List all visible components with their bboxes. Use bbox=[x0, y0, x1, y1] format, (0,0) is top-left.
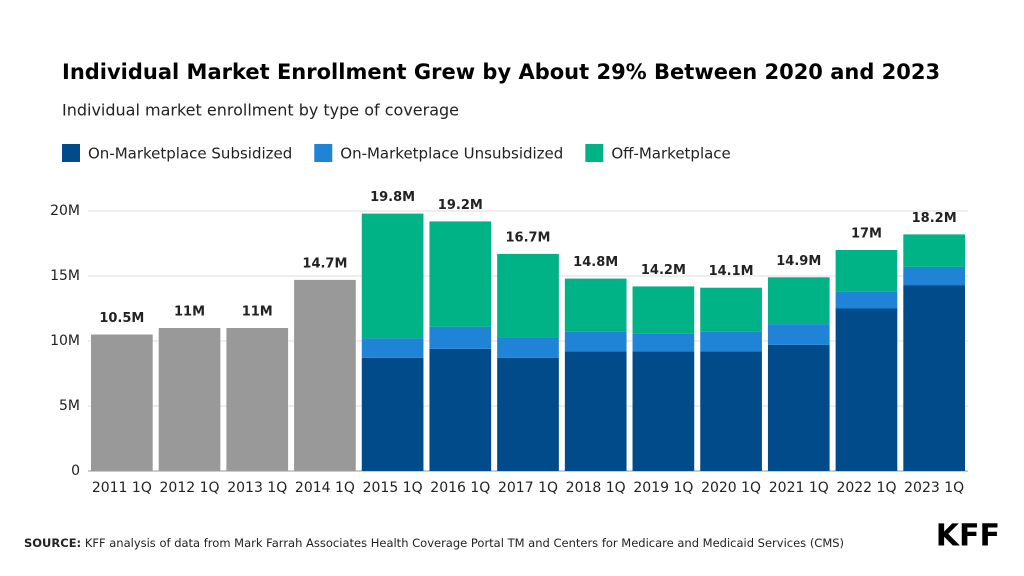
bar-segment bbox=[564, 351, 627, 471]
bar-segment bbox=[361, 357, 424, 471]
bar-segment bbox=[497, 253, 559, 338]
legend-swatch bbox=[585, 144, 604, 162]
bar-segment bbox=[835, 291, 898, 309]
x-tick-label: 2019 1Q bbox=[633, 480, 693, 496]
bar-segment bbox=[767, 277, 830, 325]
legend-swatch bbox=[314, 144, 333, 162]
bar-segment bbox=[632, 333, 695, 352]
legend-label: On-Marketplace Unsubsidized bbox=[340, 145, 563, 163]
total-label: 19.2M bbox=[438, 198, 483, 213]
bar-segment bbox=[564, 331, 627, 352]
y-tick-label: 15M bbox=[50, 268, 80, 284]
bar-segment bbox=[497, 357, 559, 471]
total-label: 14.1M bbox=[709, 264, 754, 279]
total-label: 14.7M bbox=[302, 256, 347, 271]
chart-title: Individual Market Enrollment Grew by Abo… bbox=[62, 60, 940, 84]
y-tick-label: 20M bbox=[50, 203, 80, 219]
bar-segment bbox=[767, 344, 830, 471]
chart-subtitle: Individual market enrollment by type of … bbox=[62, 101, 459, 120]
total-label: 19.8M bbox=[370, 190, 415, 205]
bar-segment bbox=[497, 337, 559, 358]
y-tick-label: 10M bbox=[50, 333, 80, 349]
bar-segment bbox=[700, 351, 762, 471]
source-text: KFF analysis of data from Mark Farrah As… bbox=[85, 536, 844, 550]
bar-segment bbox=[903, 234, 965, 267]
x-tick-label: 2017 1Q bbox=[498, 480, 558, 496]
bar-segment bbox=[632, 286, 695, 334]
bar-segment bbox=[903, 285, 965, 471]
bar bbox=[294, 279, 356, 471]
total-label: 14.2M bbox=[641, 263, 686, 278]
legend-swatch bbox=[62, 144, 80, 162]
total-label: 18.2M bbox=[912, 211, 957, 226]
bar-segment bbox=[903, 266, 965, 286]
x-tick-label: 2011 1Q bbox=[92, 480, 152, 496]
x-tick-label: 2016 1Q bbox=[430, 480, 490, 496]
bar-segment bbox=[700, 331, 762, 352]
total-label: 10.5M bbox=[99, 311, 144, 326]
bar-segment bbox=[429, 326, 492, 349]
x-tick-label: 2021 1Q bbox=[769, 480, 829, 496]
x-tick-label: 2013 1Q bbox=[227, 480, 287, 496]
bar-segment bbox=[361, 338, 424, 358]
total-label: 14.9M bbox=[776, 254, 821, 269]
x-tick-label: 2014 1Q bbox=[295, 480, 355, 496]
bar-segment bbox=[632, 351, 695, 471]
total-label: 16.7M bbox=[505, 230, 550, 245]
total-label: 14.8M bbox=[573, 255, 618, 270]
legend-label: On-Marketplace Subsidized bbox=[88, 145, 292, 163]
x-tick-label: 2018 1Q bbox=[566, 480, 626, 496]
source: SOURCE: KFF analysis of data from Mark F… bbox=[24, 536, 844, 550]
bar-segment bbox=[361, 213, 424, 339]
bar-segment bbox=[700, 287, 762, 332]
bar-segment bbox=[835, 250, 898, 292]
bar bbox=[226, 328, 289, 471]
bar bbox=[91, 334, 153, 471]
y-tick-label: 0 bbox=[71, 463, 80, 479]
bar-segment bbox=[429, 221, 492, 327]
x-tick-label: 2015 1Q bbox=[363, 480, 423, 496]
legend-label: Off-Marketplace bbox=[611, 145, 730, 163]
x-tick-label: 2022 1Q bbox=[836, 480, 896, 496]
total-label: 11M bbox=[174, 305, 205, 320]
logo: KFF bbox=[936, 519, 1000, 554]
bar-segment bbox=[429, 348, 492, 471]
x-tick-label: 2012 1Q bbox=[160, 480, 220, 496]
x-tick-label: 2020 1Q bbox=[701, 480, 761, 496]
total-label: 11M bbox=[242, 305, 273, 320]
bar-segment bbox=[835, 308, 898, 471]
bar bbox=[158, 328, 221, 471]
y-tick-label: 5M bbox=[59, 398, 80, 414]
source-label: SOURCE: bbox=[24, 536, 81, 550]
x-tick-label: 2023 1Q bbox=[904, 480, 964, 496]
bar-segment bbox=[564, 278, 627, 332]
total-label: 17M bbox=[851, 227, 882, 242]
bar-segment bbox=[767, 324, 830, 345]
